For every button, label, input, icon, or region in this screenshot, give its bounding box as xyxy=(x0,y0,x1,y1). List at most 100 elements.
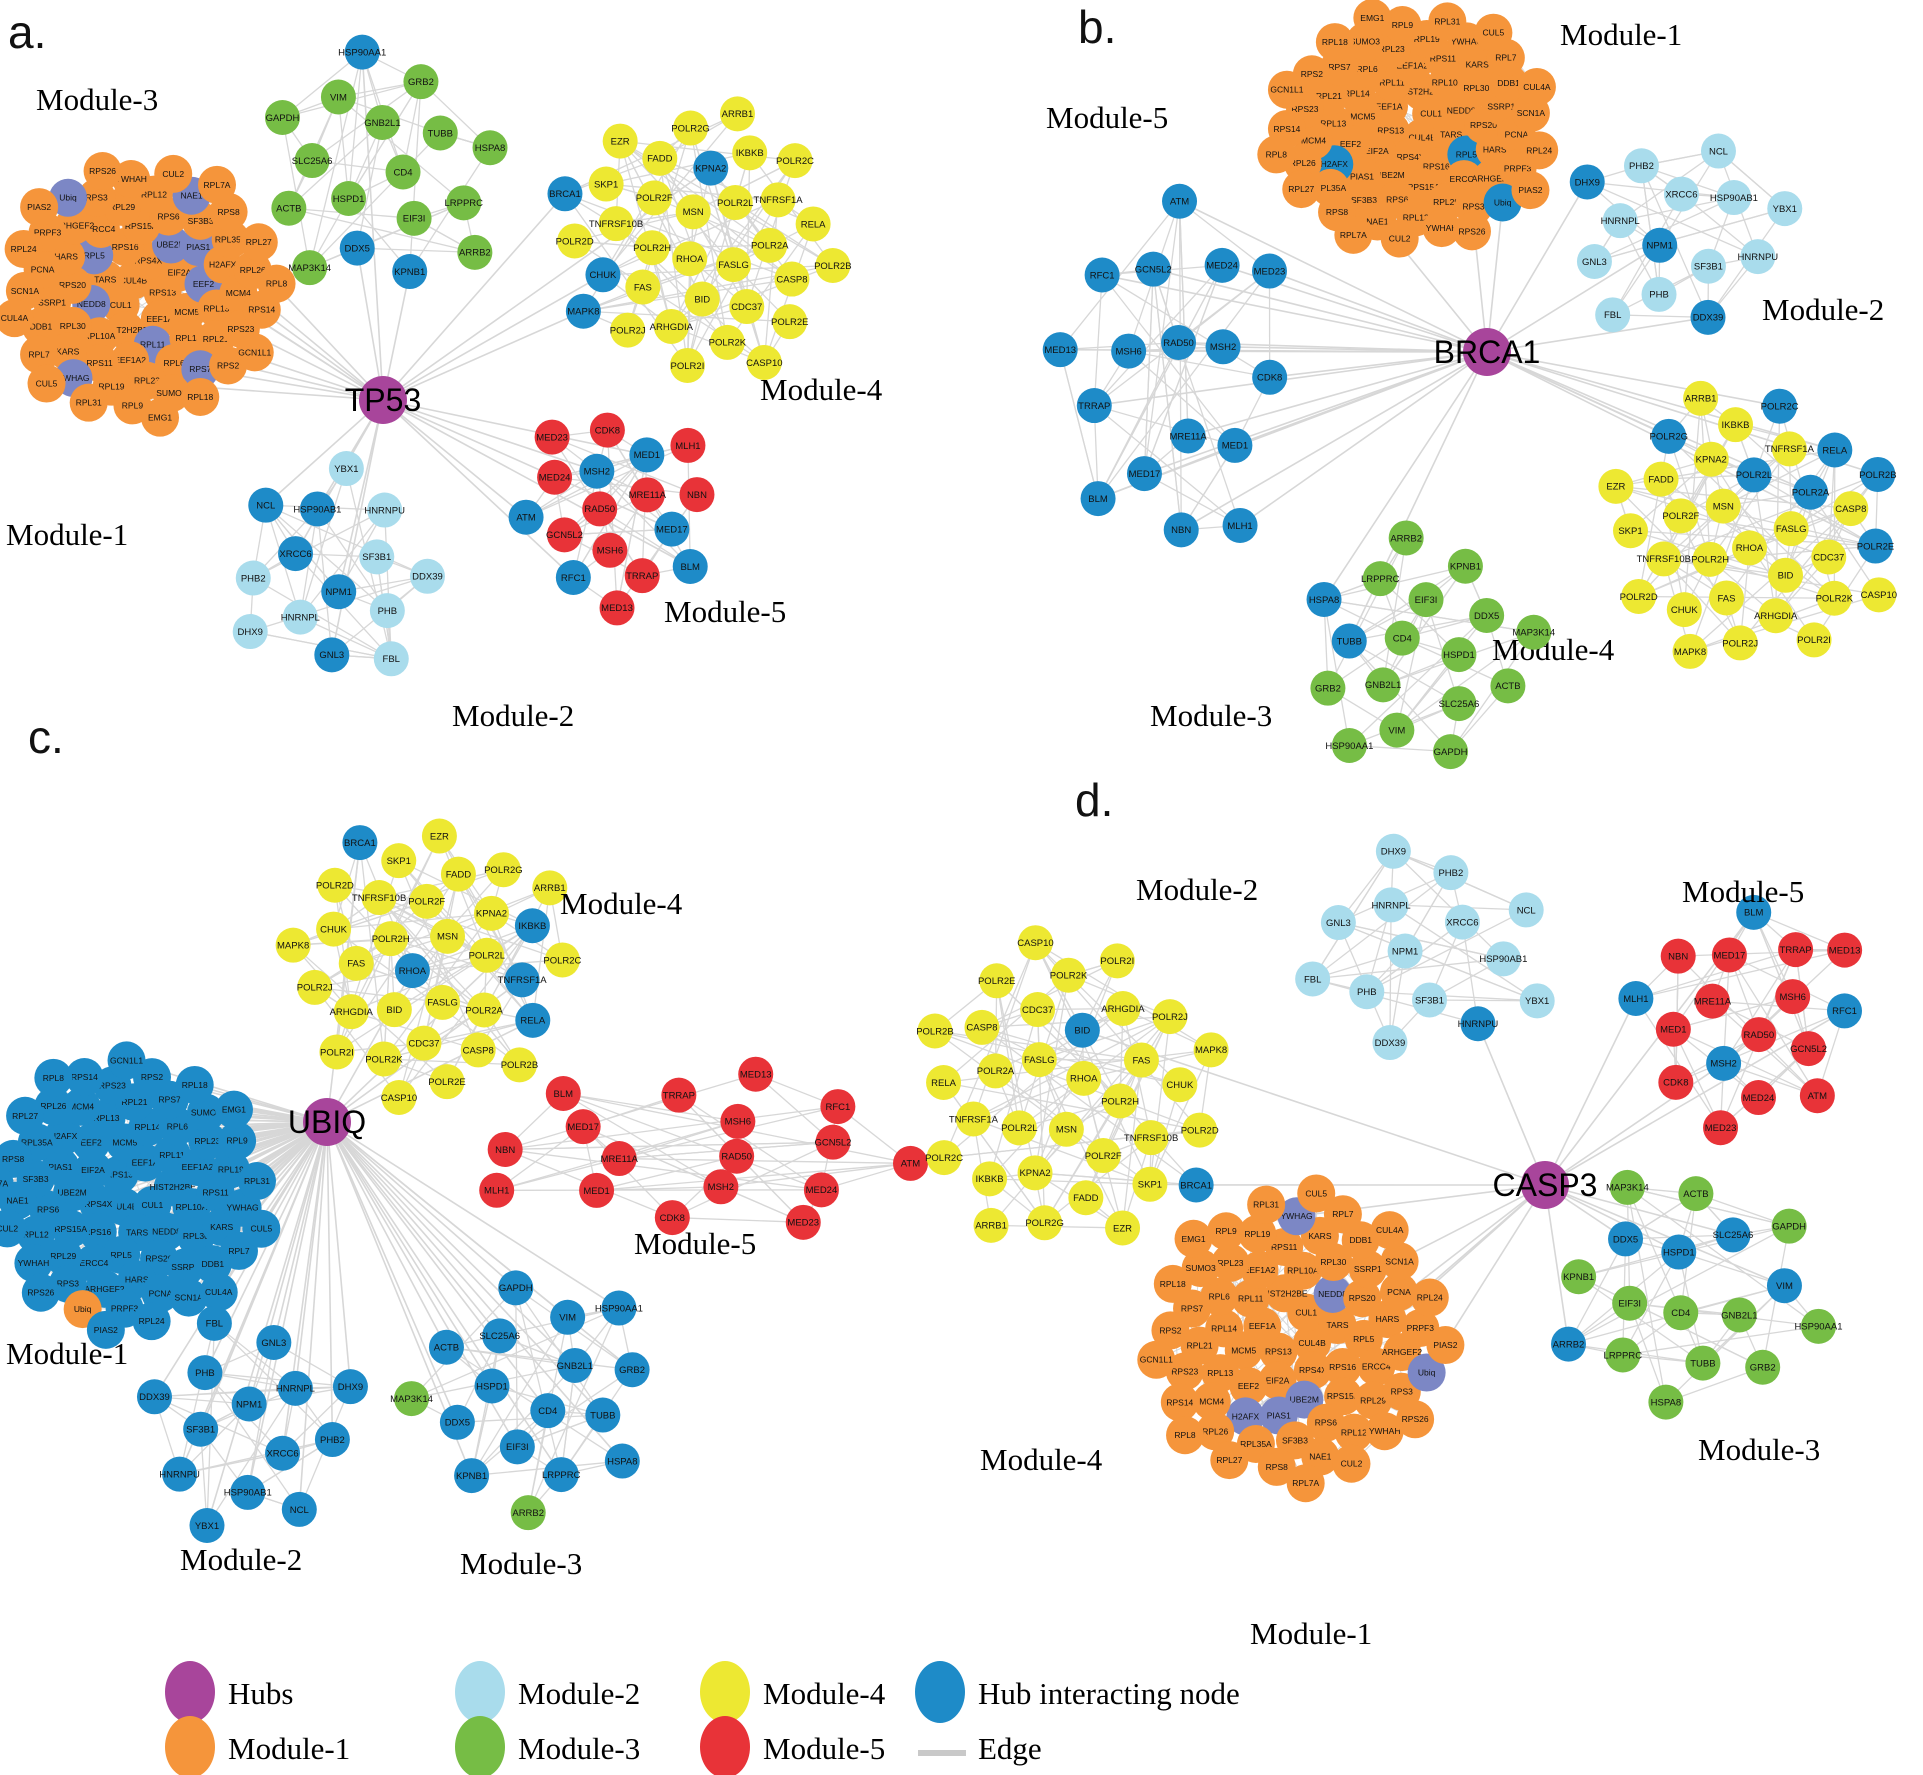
node-POLR2H[interactable]: POLR2H xyxy=(633,230,671,266)
node-GRB2[interactable]: GRB2 xyxy=(1310,670,1346,706)
node-EIF2A[interactable]: EIF2A xyxy=(1258,1361,1297,1400)
node-circle[interactable] xyxy=(610,312,646,348)
node-circle[interactable] xyxy=(460,1032,496,1068)
node-circle[interactable] xyxy=(1452,212,1491,251)
node-BLM[interactable]: BLM xyxy=(672,548,708,584)
node-NPM1[interactable]: NPM1 xyxy=(1387,933,1423,969)
node-MAP3K14[interactable]: MAP3K14 xyxy=(288,250,331,286)
node-POLR2C[interactable]: POLR2C xyxy=(776,143,814,179)
node-circle[interactable] xyxy=(472,130,508,166)
node-HSPA8[interactable]: HSPA8 xyxy=(604,1443,640,1479)
node-TUBB[interactable]: TUBB xyxy=(1331,623,1367,659)
node-ARRB2[interactable]: ARRB2 xyxy=(1551,1326,1587,1362)
node-HNRNPL[interactable]: HNRNPL xyxy=(281,599,320,635)
node-circle[interactable] xyxy=(1766,1268,1802,1304)
node-circle[interactable] xyxy=(238,1162,277,1201)
node-circle[interactable] xyxy=(1353,0,1392,37)
node-circle[interactable] xyxy=(281,1491,317,1527)
node-circle[interactable] xyxy=(409,883,445,919)
node-circle[interactable] xyxy=(815,1124,851,1160)
node-RPL31[interactable]: RPL31 xyxy=(1428,2,1467,41)
node-circle[interactable] xyxy=(169,1278,208,1317)
node-PHB[interactable]: PHB xyxy=(187,1355,223,1391)
node-circle[interactable] xyxy=(534,419,570,455)
node-circle[interactable] xyxy=(1161,324,1197,360)
node-MED23[interactable]: MED23 xyxy=(785,1204,821,1240)
node-CUL4A[interactable]: CUL4A xyxy=(199,1273,238,1312)
node-MED1[interactable]: MED1 xyxy=(629,437,665,473)
node-FADD[interactable]: FADD xyxy=(1068,1180,1104,1216)
node-circle[interactable] xyxy=(394,1381,430,1417)
node-POLR2F[interactable]: POLR2F xyxy=(408,883,445,919)
node-EMG1[interactable]: EMG1 xyxy=(214,1090,253,1129)
node-circle[interactable] xyxy=(422,115,458,151)
node-circle[interactable] xyxy=(1252,359,1288,395)
node-LRPPRC[interactable]: LRPPRC xyxy=(542,1457,581,1493)
node-TNFRSF1A[interactable]: TNFRSF1A xyxy=(1765,431,1815,467)
node-circle[interactable] xyxy=(235,560,271,596)
node-MLH1[interactable]: MLH1 xyxy=(479,1172,515,1208)
node-GRB2[interactable]: GRB2 xyxy=(1745,1349,1781,1385)
node-circle[interactable] xyxy=(319,1034,355,1070)
node-BLM[interactable]: BLM xyxy=(545,1076,581,1112)
node-GRB2[interactable]: GRB2 xyxy=(403,64,439,100)
node-DHX9[interactable]: DHX9 xyxy=(1375,833,1411,869)
node-circle[interactable] xyxy=(196,1305,232,1341)
node-circle[interactable] xyxy=(1379,712,1415,748)
hub-node-CASP3[interactable]: CASP3 xyxy=(1493,1161,1598,1209)
node-circle[interactable] xyxy=(369,593,405,629)
node-circle[interactable] xyxy=(1799,1078,1835,1114)
node-circle[interactable] xyxy=(1181,1249,1220,1288)
node-circle[interactable] xyxy=(1217,427,1253,463)
node-GAPDH[interactable]: GAPDH xyxy=(1433,734,1469,770)
node-circle[interactable] xyxy=(815,248,851,284)
node-circle[interactable] xyxy=(1762,388,1798,424)
node-FADD[interactable]: FADD xyxy=(642,140,678,176)
node-BID[interactable]: BID xyxy=(1064,1012,1100,1048)
node-YBX1[interactable]: YBX1 xyxy=(189,1508,225,1544)
node-MAPK8[interactable]: MAPK8 xyxy=(275,927,311,963)
node-circle[interactable] xyxy=(482,1318,518,1354)
node-Ubiq[interactable]: Ubiq xyxy=(1407,1353,1446,1392)
node-GAPDH[interactable]: GAPDH xyxy=(498,1270,534,1306)
node-MED17[interactable]: MED17 xyxy=(1126,456,1162,492)
node-circle[interactable] xyxy=(703,1169,739,1205)
node-circle[interactable] xyxy=(1520,131,1559,170)
node-circle[interactable] xyxy=(629,477,665,513)
node-MAPK8[interactable]: MAPK8 xyxy=(1672,633,1708,669)
node-MSH6[interactable]: MSH6 xyxy=(1775,979,1811,1015)
node-circle[interactable] xyxy=(181,377,220,416)
node-POLR2C[interactable]: POLR2C xyxy=(925,1140,963,1176)
node-circle[interactable] xyxy=(0,299,34,338)
node-UBE2M[interactable]: UBE2M xyxy=(152,225,191,264)
node-MSH6[interactable]: MSH6 xyxy=(592,532,628,568)
node-POLR2K[interactable]: POLR2K xyxy=(365,1041,403,1077)
node-GCN1L1[interactable]: GCN1L1 xyxy=(1137,1340,1176,1379)
node-circle[interactable] xyxy=(1693,441,1729,477)
node-circle[interactable] xyxy=(439,1404,475,1440)
node-circle[interactable] xyxy=(239,223,278,262)
node-CD4[interactable]: CD4 xyxy=(1384,620,1420,656)
node-POLR2E[interactable]: POLR2E xyxy=(978,963,1016,999)
node-YBX1[interactable]: YBX1 xyxy=(1767,191,1803,227)
node-PHB2[interactable]: PHB2 xyxy=(235,560,271,596)
node-circle[interactable] xyxy=(1105,991,1141,1027)
node-RPL35A[interactable]: RPL35A xyxy=(211,220,250,259)
node-CDC37[interactable]: CDC37 xyxy=(1020,992,1056,1028)
node-CD4[interactable]: CD4 xyxy=(530,1393,566,1429)
node-FAS[interactable]: FAS xyxy=(338,945,374,981)
node-circle[interactable] xyxy=(1165,1352,1204,1391)
node-RPL7[interactable]: RPL7 xyxy=(1323,1195,1362,1234)
node-circle[interactable] xyxy=(1383,6,1422,45)
node-MED23[interactable]: MED23 xyxy=(1251,253,1287,289)
node-GNL3[interactable]: GNL3 xyxy=(256,1324,292,1360)
node-circle[interactable] xyxy=(1490,668,1526,704)
node-EMG1[interactable]: EMG1 xyxy=(1353,0,1392,37)
node-RPL8[interactable]: RPL8 xyxy=(1166,1416,1205,1455)
node-circle[interactable] xyxy=(1741,1017,1777,1053)
node-circle[interactable] xyxy=(1711,937,1747,973)
node-MED24[interactable]: MED24 xyxy=(803,1172,839,1208)
node-circle[interactable] xyxy=(1068,1180,1104,1216)
node-HSP90AB1[interactable]: HSP90AB1 xyxy=(293,491,341,527)
node-TRRAP[interactable]: TRRAP xyxy=(1076,388,1112,424)
